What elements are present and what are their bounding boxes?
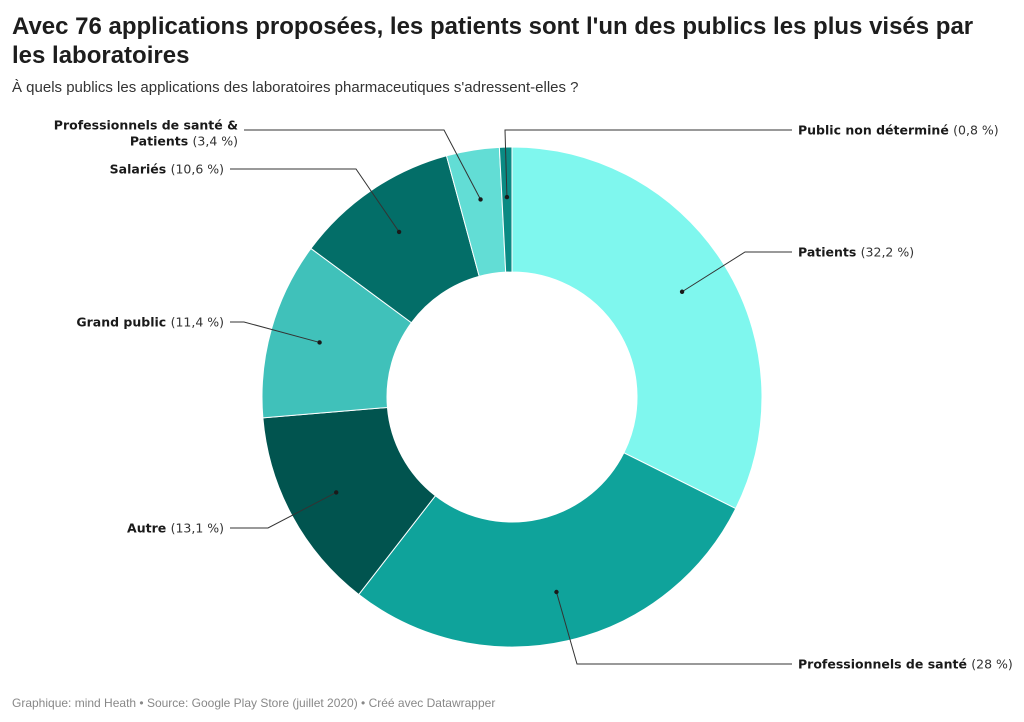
- label-value-patients: (32,2 %): [861, 245, 914, 260]
- donut-slices: [261, 146, 763, 648]
- label-professionnels-de-sante-patients: Professionnels de santé & Patients (3,4 %…: [54, 118, 238, 149]
- label-patients: Patients (32,2 %): [798, 245, 914, 260]
- slice-patients: [511, 146, 763, 510]
- slice-public-non-determine: [498, 146, 513, 273]
- slice-labels: Patients (32,2 %) Professionnels de santé…: [54, 118, 1013, 672]
- leader-line-salaries: [230, 168, 400, 233]
- label-name-grand-public: Grand public: [76, 315, 170, 330]
- label-value-autre: (13,1 %): [171, 521, 224, 536]
- label-grand-public: Grand public (11,4 %): [76, 315, 224, 330]
- leader-line-grand-public: [230, 321, 320, 343]
- label-name-patients: Patients: [798, 245, 861, 260]
- chart-title: Avec 76 applications proposées, les pati…: [12, 13, 974, 69]
- leader-dot-professionnels-de-sante: [554, 589, 559, 595]
- label-public-non-determine: Public non déterminé (0,8 %): [798, 123, 999, 138]
- label-value-professionnels-de-sante-patients: (3,4 %): [193, 134, 238, 149]
- slice-professionnels-de-sante: [358, 452, 737, 648]
- label-name-professionnels-de-sante: Professionnels de santé: [798, 657, 971, 672]
- label-salaries: Salariés (10,6 %): [110, 162, 224, 177]
- label-value-grand-public: (11,4 %): [171, 315, 224, 330]
- label-leader-lines: [230, 129, 792, 665]
- leader-line-professionnels-de-sante: [555, 591, 792, 665]
- label-value-public-non-determine: (0,8 %): [953, 123, 998, 138]
- label-name-public-non-determine: Public non déterminé: [798, 123, 953, 138]
- chart-subtitle: À quels publics les applications des lab…: [12, 79, 579, 96]
- leader-line-public-non-determine: [504, 129, 792, 198]
- chart-footer-credit: Graphique: mind Heath • Source: Google P…: [12, 696, 496, 710]
- leader-dot-grand-public: [317, 340, 322, 345]
- leader-line-autre: [230, 491, 337, 529]
- leader-dot-public-non-determine: [504, 194, 510, 200]
- label-name-line1-professionnels-de-sante-patients: Professionnels de santé &: [54, 118, 238, 133]
- leader-line-professionnels-de-sante-patients: [244, 129, 481, 200]
- leader-dot-professionnels-de-sante-patients: [478, 197, 483, 202]
- label-name-salaries: Salariés: [110, 162, 171, 177]
- label-name-autre: Autre: [127, 521, 171, 536]
- label-name-line2-professionnels-de-sante-patients: Patients: [130, 134, 193, 149]
- leader-dot-patients: [679, 289, 685, 294]
- label-value-professionnels-de-sante: (28 %): [971, 657, 1013, 672]
- leader-dot-autre: [334, 490, 339, 495]
- label-autre: Autre (13,1 %): [127, 521, 224, 536]
- label-value-salaries: (10,6 %): [171, 162, 224, 177]
- leader-dot-salaries: [396, 229, 402, 235]
- label-professionnels-de-sante: Professionnels de santé (28 %): [798, 657, 1013, 672]
- leader-line-patients: [681, 251, 792, 293]
